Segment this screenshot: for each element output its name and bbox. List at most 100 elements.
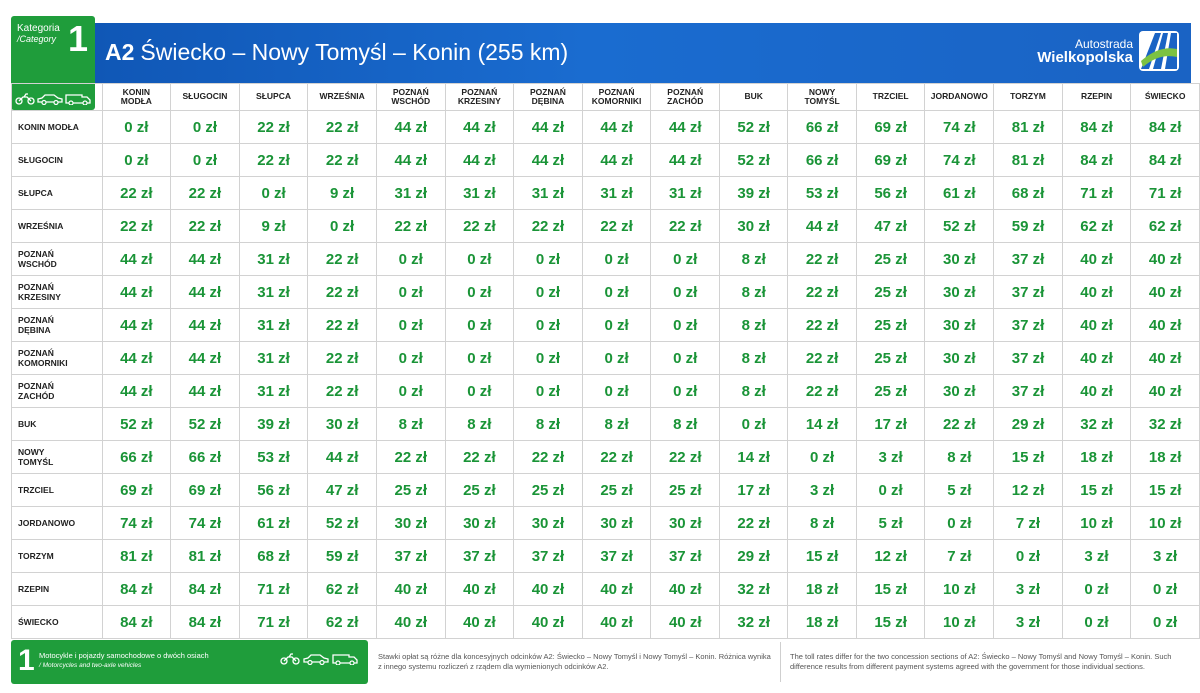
toll-cell: 22 zł xyxy=(307,275,377,309)
toll-cell: 25 zł xyxy=(855,275,926,309)
toll-cell: 25 zł xyxy=(444,473,515,507)
toll-cell: 59 zł xyxy=(307,539,377,573)
toll-cell: 8 zł xyxy=(581,407,652,441)
row-header: JORDANOWO xyxy=(11,506,103,540)
toll-cell: 66 zł xyxy=(787,143,857,177)
toll-cell: 30 zł xyxy=(650,506,721,540)
toll-cell: 37 zł xyxy=(650,539,721,573)
toll-cell: 40 zł xyxy=(650,605,721,639)
toll-cell: 0 zł xyxy=(581,242,652,276)
toll-cell: 8 zł xyxy=(719,242,789,276)
column-header-label: POZNAŃ KRZESINY xyxy=(457,86,501,106)
toll-cell: 66 zł xyxy=(170,440,240,474)
toll-cell: 0 zł xyxy=(444,275,515,309)
toll-cell: 10 zł xyxy=(1130,506,1200,540)
row-header: SŁUGOCIN xyxy=(11,143,103,177)
category-label-en: /Category xyxy=(17,34,57,44)
toll-cell: 0 zł xyxy=(581,374,652,408)
toll-cell: 40 zł xyxy=(444,605,515,639)
table-row: POZNAŃ DĘBINA 44 zł 44 zł 31 zł 22 zł 0 zł 0 z… xyxy=(11,308,1200,342)
toll-cell: 81 zł xyxy=(101,539,172,573)
toll-cell: 15 zł xyxy=(1061,473,1132,507)
toll-cell: 31 zł xyxy=(238,374,309,408)
row-header-label: POZNAŃ ZACHÓD xyxy=(18,381,55,401)
table-row: POZNAŃ KOMORNIKI 44 zł 44 zł 31 zł 22 zł 0 zł… xyxy=(11,341,1200,375)
row-header-label: KONIN MODŁA xyxy=(18,122,79,132)
toll-cell: 22 zł xyxy=(307,110,377,144)
column-header-label: RZEPIN xyxy=(1080,91,1113,102)
road-number: A2 xyxy=(105,39,135,65)
footer-category-label: Motocykle i pojazdy samochodowe o dwóch … xyxy=(39,651,209,669)
toll-cell: 0 zł xyxy=(375,341,446,375)
toll-cell: 84 zł xyxy=(170,605,240,639)
toll-cell: 22 zł xyxy=(513,209,583,243)
toll-cell: 22 zł xyxy=(787,275,857,309)
toll-cell: 30 zł xyxy=(924,308,995,342)
toll-cell: 22 zł xyxy=(101,209,172,243)
toll-cell: 31 zł xyxy=(375,176,446,210)
toll-cell: 44 zł xyxy=(170,374,240,408)
toll-cell: 5 zł xyxy=(855,506,926,540)
footer-category-label-en: / Motorcycles and two-axle vehicles xyxy=(39,662,142,669)
row-header-label: NOWY TOMYŚL xyxy=(18,447,54,467)
toll-cell: 0 zł xyxy=(307,209,377,243)
toll-cell: 44 zł xyxy=(101,308,172,342)
toll-cell: 44 zł xyxy=(170,242,240,276)
toll-cell: 40 zł xyxy=(513,605,583,639)
toll-cell: 56 zł xyxy=(238,473,309,507)
toll-cell: 52 zł xyxy=(170,407,240,441)
toll-cell: 0 zł xyxy=(444,308,515,342)
toll-cell: 8 zł xyxy=(719,341,789,375)
toll-cell: 0 zł xyxy=(581,341,652,375)
toll-cell: 81 zł xyxy=(993,110,1063,144)
row-header: TRZCIEL xyxy=(11,473,103,507)
toll-cell: 15 zł xyxy=(855,572,926,606)
toll-table-body: KONIN MODŁA 0 zł 0 zł 22 zł 22 zł 44 zł 44 zł 4… xyxy=(11,110,1200,639)
toll-cell: 37 zł xyxy=(375,539,446,573)
toll-cell: 44 zł xyxy=(101,242,172,276)
column-header-label: BUK xyxy=(744,91,763,102)
toll-cell: 10 zł xyxy=(924,572,995,606)
toll-cell: 0 zł xyxy=(993,539,1063,573)
toll-cell: 0 zł xyxy=(101,110,172,144)
toll-cell: 84 zł xyxy=(101,605,172,639)
toll-cell: 47 zł xyxy=(307,473,377,507)
toll-cell: 81 zł xyxy=(993,143,1063,177)
row-header: ŚWIECKO xyxy=(11,605,103,639)
toll-cell: 31 zł xyxy=(238,242,309,276)
row-header-label: POZNAŃ KRZESINY xyxy=(18,282,61,302)
category-number: 1 xyxy=(67,18,88,59)
toll-cell: 5 zł xyxy=(924,473,995,507)
toll-cell: 69 zł xyxy=(101,473,172,507)
toll-cell: 40 zł xyxy=(650,572,721,606)
toll-cell: 22 zł xyxy=(101,176,172,210)
row-header: WRZEŚNIA xyxy=(11,209,103,243)
table-row: BUK 52 zł 52 zł 39 zł 30 zł 8 zł 8 zł 8 zł 8 zł 8… xyxy=(11,407,1200,441)
toll-cell: 40 zł xyxy=(1061,341,1132,375)
footer-note-pl: Stawki opłat są różne dla koncesyjnych o… xyxy=(378,652,771,671)
toll-cell: 0 zł xyxy=(513,341,583,375)
column-header-label: POZNAŃ WSCHÓD xyxy=(391,86,431,106)
toll-cell: 52 zł xyxy=(307,506,377,540)
toll-cell: 53 zł xyxy=(238,440,309,474)
column-header-label: NOWY TOMYŚL xyxy=(804,86,840,106)
row-header: POZNAŃ WSCHÓD xyxy=(11,242,103,276)
header-row: KONIN MODŁA SŁUGOCIN SŁUPCA WRZEŚNIA POZNAŃ … xyxy=(11,83,1200,111)
toll-cell: 0 zł xyxy=(101,143,172,177)
table-row: TORZYM 81 zł 81 zł 68 zł 59 zł 37 zł 37 zł 37 z… xyxy=(11,539,1200,573)
toll-cell: 3 zł xyxy=(1061,539,1132,573)
toll-cell: 37 zł xyxy=(993,242,1063,276)
toll-cell: 69 zł xyxy=(855,110,926,144)
column-header: BUK xyxy=(719,83,789,111)
toll-cell: 22 zł xyxy=(719,506,789,540)
column-header: POZNAŃ DĘBINA xyxy=(513,83,583,111)
toll-cell: 40 zł xyxy=(1061,308,1132,342)
toll-cell: 0 zł xyxy=(650,341,721,375)
toll-cell: 15 zł xyxy=(1130,473,1200,507)
car-icon xyxy=(303,654,329,665)
toll-cell: 62 zł xyxy=(1130,209,1200,243)
toll-cell: 44 zł xyxy=(101,341,172,375)
toll-cell: 44 zł xyxy=(513,110,583,144)
toll-cell: 30 zł xyxy=(581,506,652,540)
toll-cell: 44 zł xyxy=(101,275,172,309)
